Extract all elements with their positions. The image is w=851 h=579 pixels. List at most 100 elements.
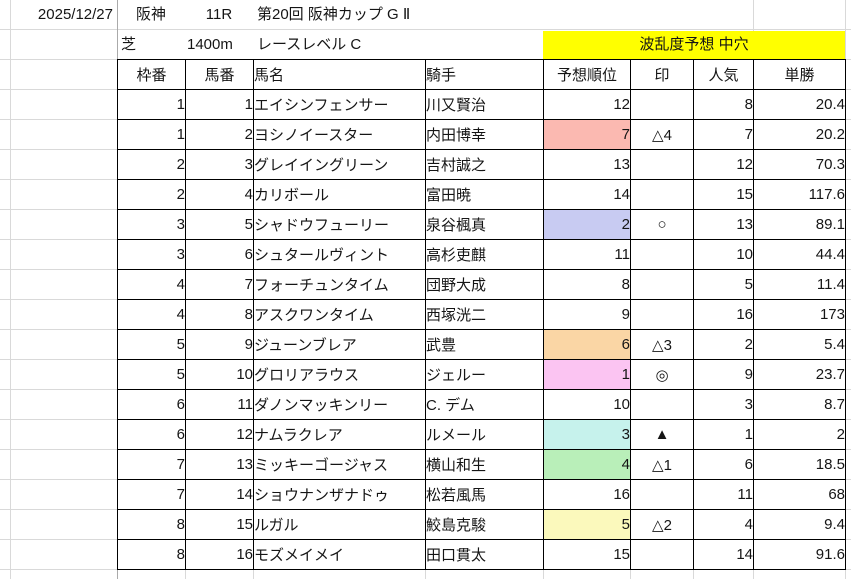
- popularity-cell[interactable]: 5: [693, 269, 754, 300]
- mark-cell[interactable]: [630, 239, 694, 270]
- race-venue-cell[interactable]: 阪神: [135, 6, 166, 23]
- horse-name-cell[interactable]: グロリアラウス: [253, 359, 426, 390]
- horse-name-cell[interactable]: グレイイングリーン: [253, 149, 426, 180]
- popularity-cell[interactable]: 12: [693, 149, 754, 180]
- popularity-cell[interactable]: 9: [693, 359, 754, 390]
- rank-cell[interactable]: 6: [543, 329, 631, 360]
- horse-name-cell[interactable]: ジューンブレア: [253, 329, 426, 360]
- waku-cell[interactable]: 6: [117, 419, 186, 450]
- popularity-cell[interactable]: 7: [693, 119, 754, 150]
- odds-cell[interactable]: 91.6: [753, 539, 846, 570]
- mark-cell[interactable]: △4: [630, 119, 694, 150]
- popularity-cell[interactable]: 11: [693, 479, 754, 510]
- odds-cell[interactable]: 89.1: [753, 209, 846, 240]
- popularity-cell[interactable]: 3: [693, 389, 754, 420]
- uma-cell[interactable]: 4: [185, 179, 254, 210]
- col-header-rank[interactable]: 予想順位: [543, 59, 631, 90]
- jockey-cell[interactable]: ルメール: [425, 419, 544, 450]
- rank-cell[interactable]: 5: [543, 509, 631, 540]
- rank-cell[interactable]: 13: [543, 149, 631, 180]
- uma-cell[interactable]: 9: [185, 329, 254, 360]
- jockey-cell[interactable]: 西塚洸二: [425, 299, 544, 330]
- jockey-cell[interactable]: 団野大成: [425, 269, 544, 300]
- uma-cell[interactable]: 2: [185, 119, 254, 150]
- mark-cell[interactable]: ○: [630, 209, 694, 240]
- popularity-cell[interactable]: 14: [693, 539, 754, 570]
- waku-cell[interactable]: 8: [117, 539, 186, 570]
- rank-cell[interactable]: 7: [543, 119, 631, 150]
- jockey-cell[interactable]: 川又賢治: [425, 89, 544, 120]
- jockey-cell[interactable]: 鮫島克駿: [425, 509, 544, 540]
- horse-name-cell[interactable]: シャドウフューリー: [253, 209, 426, 240]
- odds-cell[interactable]: 11.4: [753, 269, 846, 300]
- rank-cell[interactable]: 12: [543, 89, 631, 120]
- col-header-odds[interactable]: 単勝: [753, 59, 846, 90]
- odds-cell[interactable]: 8.7: [753, 389, 846, 420]
- popularity-cell[interactable]: 15: [693, 179, 754, 210]
- mark-cell[interactable]: [630, 179, 694, 210]
- col-header-jockey[interactable]: 騎手: [425, 59, 544, 90]
- uma-cell[interactable]: 1: [185, 89, 254, 120]
- horse-name-cell[interactable]: ミッキーゴージャス: [253, 449, 426, 480]
- odds-cell[interactable]: 68: [753, 479, 846, 510]
- prediction-banner[interactable]: 波乱度予想 中穴: [543, 31, 845, 59]
- waku-cell[interactable]: 2: [117, 149, 186, 180]
- horse-name-cell[interactable]: シュタールヴィント: [253, 239, 426, 270]
- race-title-cell[interactable]: 第20回 阪神カップ G Ⅱ: [257, 6, 411, 23]
- uma-cell[interactable]: 13: [185, 449, 254, 480]
- race-level-cell[interactable]: レースレベル C: [257, 36, 362, 53]
- col-header-waku[interactable]: 枠番: [117, 59, 186, 90]
- waku-cell[interactable]: 3: [117, 239, 186, 270]
- rank-cell[interactable]: 14: [543, 179, 631, 210]
- mark-cell[interactable]: [630, 539, 694, 570]
- jockey-cell[interactable]: 吉村誠之: [425, 149, 544, 180]
- horse-name-cell[interactable]: ショウナンザナドゥ: [253, 479, 426, 510]
- horse-name-cell[interactable]: ナムラクレア: [253, 419, 426, 450]
- waku-cell[interactable]: 2: [117, 179, 186, 210]
- popularity-cell[interactable]: 13: [693, 209, 754, 240]
- horse-name-cell[interactable]: アスクワンタイム: [253, 299, 426, 330]
- rank-cell[interactable]: 4: [543, 449, 631, 480]
- rank-cell[interactable]: 16: [543, 479, 631, 510]
- popularity-cell[interactable]: 6: [693, 449, 754, 480]
- distance-cell[interactable]: 1400m: [187, 36, 233, 53]
- mark-cell[interactable]: ▲: [630, 419, 694, 450]
- race-date-cell[interactable]: 2025/12/27: [37, 6, 113, 23]
- rank-cell[interactable]: 11: [543, 239, 631, 270]
- jockey-cell[interactable]: 高杉吏麒: [425, 239, 544, 270]
- mark-cell[interactable]: ◎: [630, 359, 694, 390]
- jockey-cell[interactable]: ジェルー: [425, 359, 544, 390]
- odds-cell[interactable]: 70.3: [753, 149, 846, 180]
- waku-cell[interactable]: 1: [117, 119, 186, 150]
- waku-cell[interactable]: 5: [117, 359, 186, 390]
- waku-cell[interactable]: 4: [117, 299, 186, 330]
- mark-cell[interactable]: [630, 479, 694, 510]
- horse-name-cell[interactable]: エイシンフェンサー: [253, 89, 426, 120]
- mark-cell[interactable]: [630, 389, 694, 420]
- odds-cell[interactable]: 20.2: [753, 119, 846, 150]
- rank-cell[interactable]: 2: [543, 209, 631, 240]
- jockey-cell[interactable]: 内田博幸: [425, 119, 544, 150]
- waku-cell[interactable]: 7: [117, 479, 186, 510]
- uma-cell[interactable]: 14: [185, 479, 254, 510]
- horse-name-cell[interactable]: カリボール: [253, 179, 426, 210]
- mark-cell[interactable]: △3: [630, 329, 694, 360]
- uma-cell[interactable]: 3: [185, 149, 254, 180]
- odds-cell[interactable]: 117.6: [753, 179, 846, 210]
- waku-cell[interactable]: 3: [117, 209, 186, 240]
- jockey-cell[interactable]: 横山和生: [425, 449, 544, 480]
- mark-cell[interactable]: [630, 299, 694, 330]
- mark-cell[interactable]: [630, 269, 694, 300]
- waku-cell[interactable]: 7: [117, 449, 186, 480]
- uma-cell[interactable]: 11: [185, 389, 254, 420]
- col-header-mark[interactable]: 印: [630, 59, 694, 90]
- uma-cell[interactable]: 6: [185, 239, 254, 270]
- horse-name-cell[interactable]: ルガル: [253, 509, 426, 540]
- mark-cell[interactable]: [630, 89, 694, 120]
- popularity-cell[interactable]: 8: [693, 89, 754, 120]
- rank-cell[interactable]: 10: [543, 389, 631, 420]
- col-header-horse[interactable]: 馬名: [253, 59, 426, 90]
- odds-cell[interactable]: 2: [753, 419, 846, 450]
- jockey-cell[interactable]: C. デム: [425, 389, 544, 420]
- jockey-cell[interactable]: 松若風馬: [425, 479, 544, 510]
